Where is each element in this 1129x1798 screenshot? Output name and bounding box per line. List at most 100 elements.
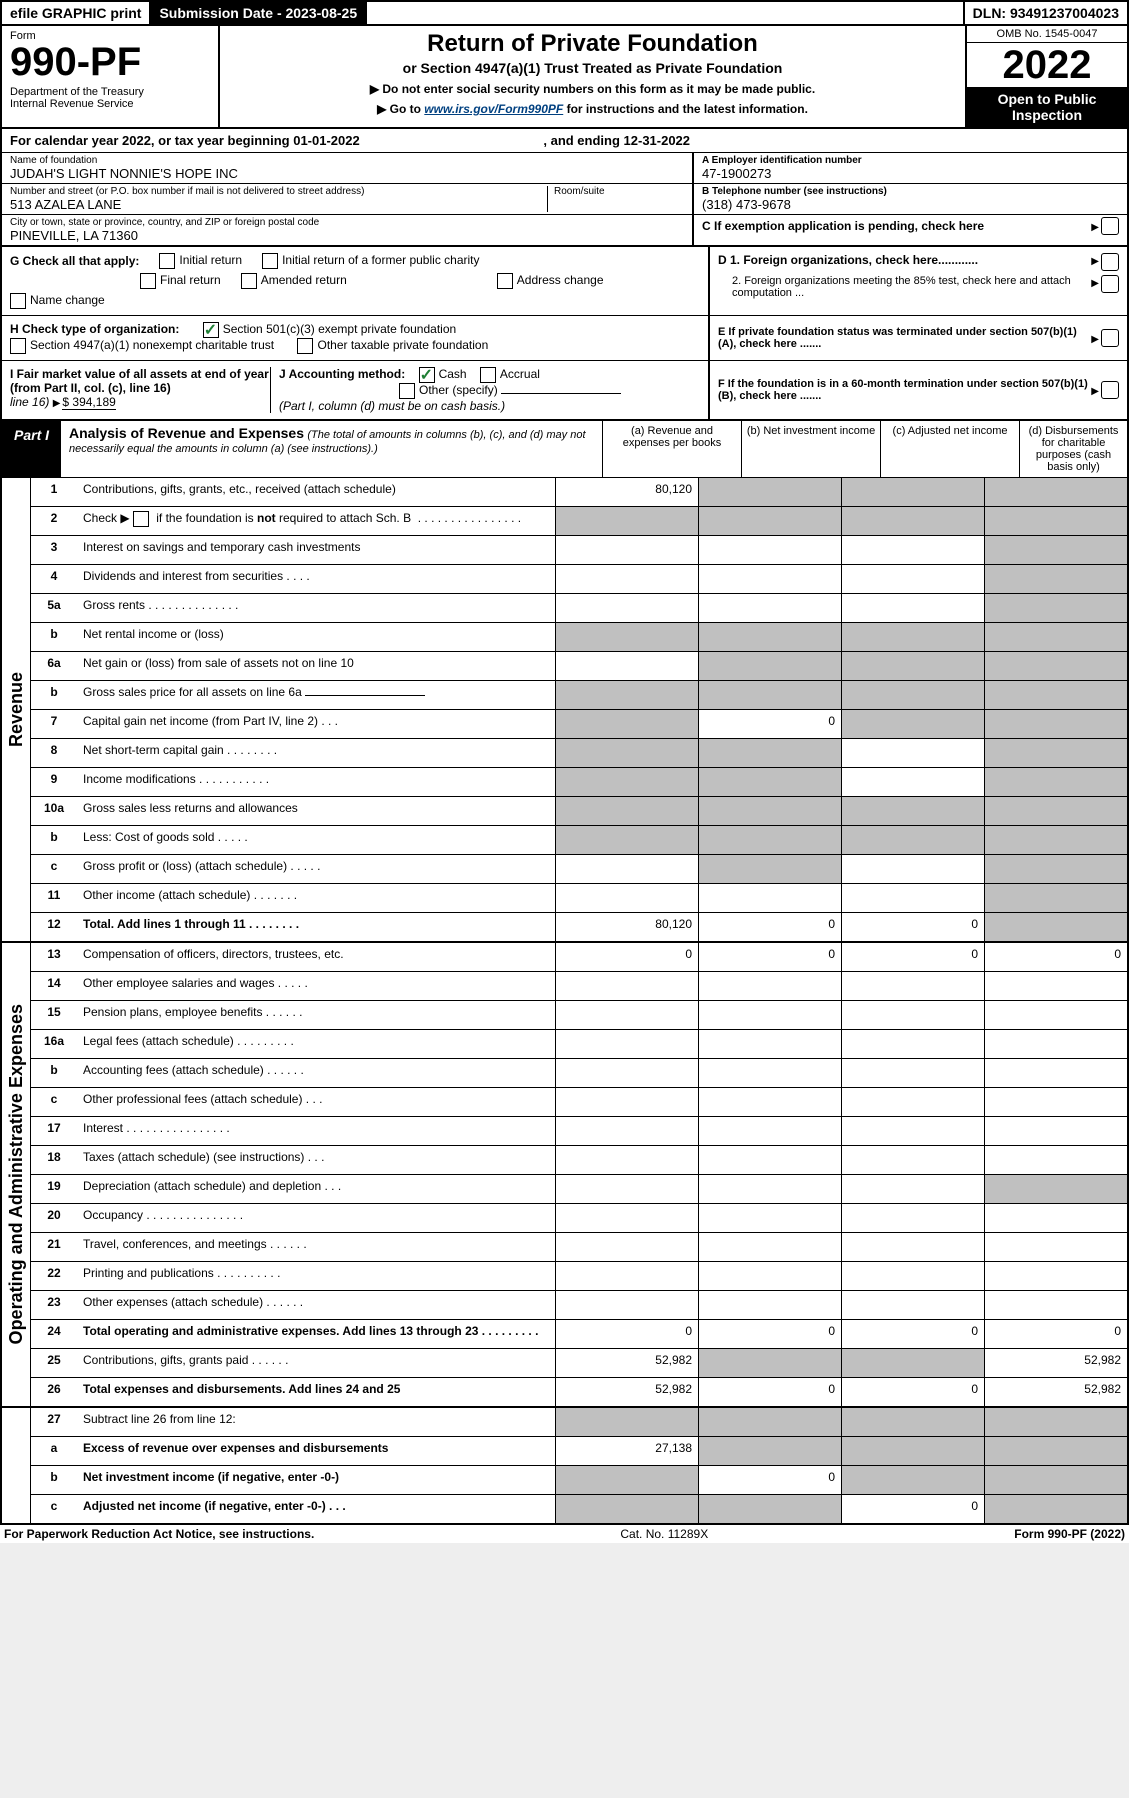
omb-number: OMB No. 1545-0047 xyxy=(967,26,1127,43)
summary-rows: 27Subtract line 26 from line 12: aExcess… xyxy=(31,1408,1127,1523)
revenue-label-col: Revenue xyxy=(2,478,31,941)
col-c-header: (c) Adjusted net income xyxy=(880,421,1019,477)
row-5a: 5aGross rents . . . . . . . . . . . . . … xyxy=(31,594,1127,623)
g2-checkbox[interactable] xyxy=(262,253,278,269)
summary-col xyxy=(2,1408,31,1523)
d1-checkbox[interactable] xyxy=(1101,253,1119,271)
org-addr: 513 AZALEA LANE xyxy=(10,197,547,212)
row-27: 27Subtract line 26 from line 12: xyxy=(31,1408,1127,1437)
tax-year: 2022 xyxy=(967,43,1127,87)
g4-label: Amended return xyxy=(261,273,347,287)
h3-checkbox[interactable] xyxy=(297,338,313,354)
dln: DLN: 93491237004023 xyxy=(963,2,1127,24)
addr-label: Number and street (or P.O. box number if… xyxy=(10,186,547,197)
instr-pre: ▶ Go to xyxy=(377,102,424,116)
footer: For Paperwork Reduction Act Notice, see … xyxy=(0,1525,1129,1543)
g1-checkbox[interactable] xyxy=(159,253,175,269)
h1-checkbox[interactable] xyxy=(203,322,219,338)
f-checkbox[interactable] xyxy=(1101,381,1119,399)
row-2: 2Check ▶ if the foundation is not requir… xyxy=(31,507,1127,536)
row-4: 4Dividends and interest from securities … xyxy=(31,565,1127,594)
row-18: 18Taxes (attach schedule) (see instructi… xyxy=(31,1146,1127,1175)
arrow-icon xyxy=(1091,383,1101,397)
part1-header: Part I Analysis of Revenue and Expenses … xyxy=(0,421,1129,478)
efile-print[interactable]: efile GRAPHIC print xyxy=(2,2,151,24)
arrow-icon xyxy=(1091,253,1101,271)
expenses-label-col: Operating and Administrative Expenses xyxy=(2,943,31,1406)
calendar-end: , and ending 12-31-2022 xyxy=(543,133,690,148)
footer-left: For Paperwork Reduction Act Notice, see … xyxy=(4,1527,314,1541)
calendar-year-row: For calendar year 2022, or tax year begi… xyxy=(0,129,1129,153)
g5-checkbox[interactable] xyxy=(497,273,513,289)
irs-link[interactable]: www.irs.gov/Form990PF xyxy=(424,102,563,116)
j-accrual-checkbox[interactable] xyxy=(480,367,496,383)
g3-checkbox[interactable] xyxy=(140,273,156,289)
row-16c: cOther professional fees (attach schedul… xyxy=(31,1088,1127,1117)
revenue-rows: 1Contributions, gifts, grants, etc., rec… xyxy=(31,478,1127,941)
g4-checkbox[interactable] xyxy=(241,273,257,289)
form-page: efile GRAPHIC print Submission Date - 20… xyxy=(0,0,1129,1543)
title-col: Return of Private Foundation or Section … xyxy=(220,26,965,127)
j-cash-checkbox[interactable] xyxy=(419,367,435,383)
instr-link-row: ▶ Go to www.irs.gov/Form990PF for instru… xyxy=(228,102,957,116)
footer-right: Form 990-PF (2022) xyxy=(1014,1527,1125,1541)
col-a-header: (a) Revenue and expenses per books xyxy=(602,421,741,477)
ein-value: 47-1900273 xyxy=(702,166,1119,181)
part1-title-cell: Analysis of Revenue and Expenses (The to… xyxy=(61,421,602,477)
name-label: Name of foundation xyxy=(10,155,684,166)
row-24: 24Total operating and administrative exp… xyxy=(31,1320,1127,1349)
room-label: Room/suite xyxy=(554,186,684,197)
c-cell: C If exemption application is pending, c… xyxy=(694,215,1127,237)
row-14: 14Other employee salaries and wages . . … xyxy=(31,972,1127,1001)
d2-label: 2. Foreign organizations meeting the 85%… xyxy=(718,275,1091,299)
top-bar: efile GRAPHIC print Submission Date - 20… xyxy=(0,0,1129,26)
row-25: 25Contributions, gifts, grants paid . . … xyxy=(31,1349,1127,1378)
g5-label: Address change xyxy=(517,273,604,287)
c-checkbox[interactable] xyxy=(1101,217,1119,235)
row-3: 3Interest on savings and temporary cash … xyxy=(31,536,1127,565)
f-label: F If the foundation is in a 60-month ter… xyxy=(718,378,1088,402)
c-label: C If exemption application is pending, c… xyxy=(702,219,984,233)
row-15: 15Pension plans, employee benefits . . .… xyxy=(31,1001,1127,1030)
row-12: 12Total. Add lines 1 through 11 . . . . … xyxy=(31,913,1127,941)
row-16b: bAccounting fees (attach schedule) . . .… xyxy=(31,1059,1127,1088)
form-header: Form 990-PF Department of the Treasury I… xyxy=(0,26,1129,129)
row-10c: cGross profit or (loss) (attach schedule… xyxy=(31,855,1127,884)
g3-label: Final return xyxy=(160,273,221,287)
org-left: Name of foundation JUDAH'S LIGHT NONNIE'… xyxy=(2,153,692,245)
row-10b: bLess: Cost of goods sold . . . . . xyxy=(31,826,1127,855)
ein-cell: A Employer identification number 47-1900… xyxy=(694,153,1127,184)
ein-label: A Employer identification number xyxy=(702,155,862,166)
d2-checkbox[interactable] xyxy=(1101,275,1119,293)
g1-label: Initial return xyxy=(179,253,242,267)
row-27b: bNet investment income (if negative, ent… xyxy=(31,1466,1127,1495)
g6-checkbox[interactable] xyxy=(10,293,26,309)
e-checkbox[interactable] xyxy=(1101,329,1119,347)
col-d-header: (d) Disbursements for charitable purpose… xyxy=(1019,421,1127,477)
row-19: 19Depreciation (attach schedule) and dep… xyxy=(31,1175,1127,1204)
g-label: G Check all that apply: xyxy=(10,254,139,268)
form-number: 990-PF xyxy=(10,42,210,82)
h-row: H Check type of organization: Section 50… xyxy=(0,316,1129,361)
phone-label: B Telephone number (see instructions) xyxy=(702,186,887,197)
i-label: I Fair market value of all assets at end… xyxy=(10,367,269,395)
city-label: City or town, state or province, country… xyxy=(10,217,684,228)
h2-checkbox[interactable] xyxy=(10,338,26,354)
row-9: 9Income modifications . . . . . . . . . … xyxy=(31,768,1127,797)
city-cell: City or town, state or province, country… xyxy=(2,215,692,245)
d-cell: D 1. Foreign organizations, check here..… xyxy=(708,247,1127,315)
row-17: 17Interest . . . . . . . . . . . . . . .… xyxy=(31,1117,1127,1146)
ij-row: I Fair market value of all assets at end… xyxy=(0,361,1129,421)
g6-label: Name change xyxy=(30,293,105,307)
row-8: 8Net short-term capital gain . . . . . .… xyxy=(31,739,1127,768)
arrow-icon xyxy=(53,395,63,409)
j-cash-label: Cash xyxy=(439,367,467,381)
row-23: 23Other expenses (attach schedule) . . .… xyxy=(31,1291,1127,1320)
row-7: 7Capital gain net income (from Part IV, … xyxy=(31,710,1127,739)
instr-ssn: ▶ Do not enter social security numbers o… xyxy=(228,82,957,96)
j-other-checkbox[interactable] xyxy=(399,383,415,399)
open-inspection: Open to Public Inspection xyxy=(967,87,1127,127)
row-11: 11Other income (attach schedule) . . . .… xyxy=(31,884,1127,913)
schb-checkbox[interactable] xyxy=(133,511,149,527)
expenses-label: Operating and Administrative Expenses xyxy=(2,996,31,1352)
